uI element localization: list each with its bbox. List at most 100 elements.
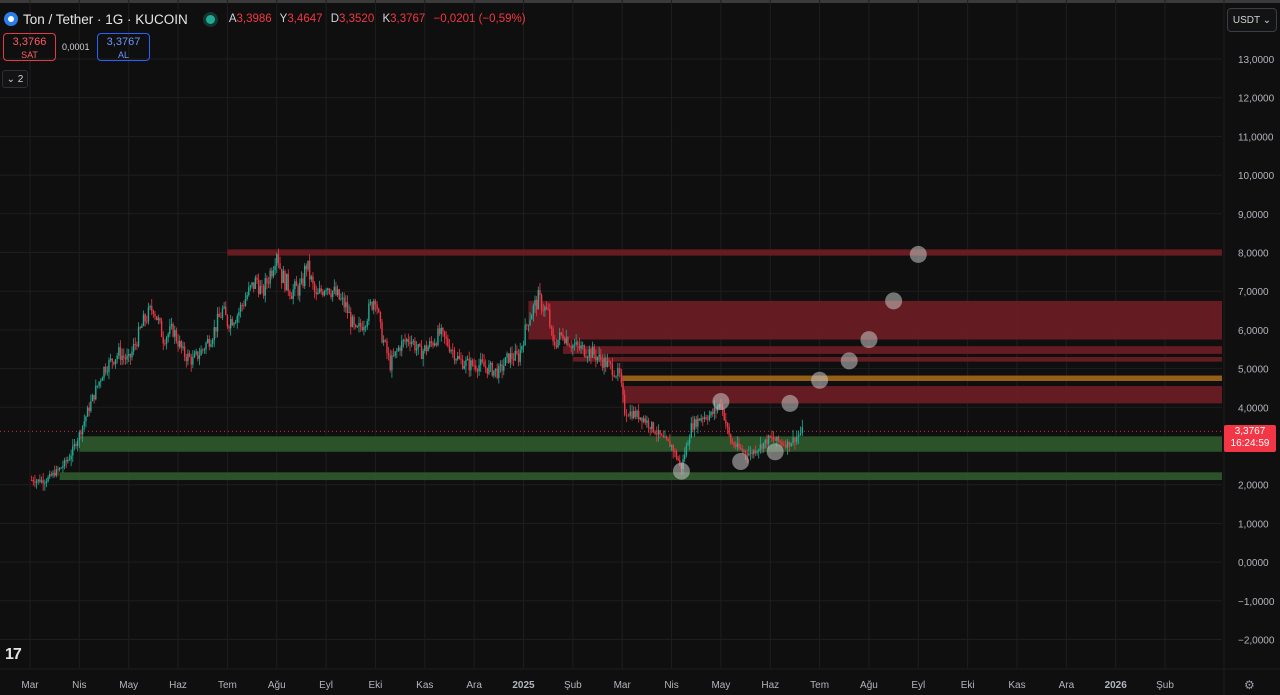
candle-body <box>731 442 734 444</box>
candle-body <box>139 327 141 329</box>
candle-body <box>488 364 490 374</box>
y-tick-label: 12,0000 <box>1238 94 1275 105</box>
candle-body <box>351 316 354 328</box>
projection-point <box>766 443 784 461</box>
candle-body <box>585 356 587 358</box>
candle-body <box>672 445 674 452</box>
candle-body <box>218 313 220 318</box>
candle-body <box>695 419 697 427</box>
top-border <box>0 0 1280 3</box>
candle-body <box>623 394 626 415</box>
candle-body <box>774 439 776 441</box>
candle-body <box>713 407 716 414</box>
candle-body <box>106 371 109 373</box>
x-tick-label: Eyl <box>319 680 333 691</box>
candle-body <box>567 337 569 346</box>
candle-body <box>152 310 155 315</box>
candle-body <box>460 358 462 360</box>
x-tick-label: Nis <box>664 680 678 691</box>
zone-resistance <box>528 300 1222 340</box>
candle-body <box>216 313 219 332</box>
candle-body <box>542 310 544 312</box>
candle-body <box>210 344 212 347</box>
candle-body <box>121 355 123 360</box>
candle-body <box>517 353 520 363</box>
candle-body <box>764 439 767 443</box>
currency-select[interactable]: USDT ⌄ <box>1227 8 1277 32</box>
gear-icon[interactable]: ⚙ <box>1244 678 1255 692</box>
candle-body <box>700 418 702 421</box>
candle-body <box>771 437 773 438</box>
candle-body <box>659 430 661 435</box>
candle-body <box>108 360 110 372</box>
candle-body <box>511 353 513 360</box>
candle-body <box>40 480 43 483</box>
candle-body <box>427 346 429 352</box>
x-tick-label: Tem <box>810 680 829 691</box>
candle-body <box>799 432 802 435</box>
candle-body <box>30 480 33 481</box>
projection-point <box>732 452 750 470</box>
candle-body <box>52 472 54 476</box>
candle-body <box>264 278 266 296</box>
candle-body <box>781 442 783 445</box>
candle-body <box>132 344 135 352</box>
sell-button[interactable]: 3,3766 SAT <box>3 33 56 61</box>
candle-body <box>565 337 567 344</box>
candle-body <box>636 410 638 417</box>
y-tick-label: 4,0000 <box>1238 403 1269 414</box>
candle-body <box>415 348 418 351</box>
candle-body <box>243 305 245 307</box>
candle-body <box>215 327 217 332</box>
candle-body <box>72 446 74 456</box>
candle-body <box>605 357 607 367</box>
candle-body <box>452 350 454 352</box>
candle-body <box>294 281 296 290</box>
candle-body <box>667 439 669 442</box>
candle-body <box>340 298 342 300</box>
candle-body <box>346 302 349 314</box>
candle-body <box>118 347 120 356</box>
ohlc-values: A3,3986 Y3,4647 D3,3520 K3,3767 −0,0201 … <box>228 13 526 25</box>
candle-body <box>555 345 558 348</box>
candle-body <box>424 345 426 351</box>
candle-body <box>629 411 631 417</box>
projection-point <box>781 394 799 412</box>
candle-body <box>180 340 183 348</box>
market-status-icon[interactable] <box>205 14 215 24</box>
candle-body <box>185 356 187 362</box>
candle-body <box>754 450 757 454</box>
candle-body <box>664 436 666 438</box>
candle-body <box>386 340 388 353</box>
candle-body <box>471 360 474 366</box>
candle-body <box>257 279 260 295</box>
candle-body <box>429 341 431 347</box>
candle-body <box>382 340 385 343</box>
candle-body <box>608 360 610 362</box>
candle-body <box>177 341 179 347</box>
x-tick-label: Mar <box>21 680 39 691</box>
candle-body <box>358 322 360 327</box>
tradingview-logo-icon[interactable]: 17 <box>5 646 22 663</box>
candle-body <box>174 330 176 337</box>
zone-orange <box>622 375 1222 381</box>
candle-body <box>402 339 405 341</box>
candle-body <box>463 366 465 369</box>
candle-body <box>272 270 275 277</box>
candle-body <box>322 291 324 296</box>
buy-button[interactable]: 3,3767 AL <box>97 33 150 61</box>
candle-body <box>644 418 646 423</box>
indicators-collapse-button[interactable]: ⌄ 2 <box>2 70 28 88</box>
candle-body <box>399 347 401 351</box>
candle-body <box>437 328 439 346</box>
candle-body <box>208 339 211 347</box>
symbol-title[interactable]: Ton / Tether · 1G · KUCOIN <box>23 11 188 27</box>
candle-body <box>558 332 561 340</box>
zone-resistance <box>227 249 1222 256</box>
candle-body <box>363 327 365 331</box>
candle-body <box>251 282 253 286</box>
candle-body <box>432 342 434 346</box>
candle-body <box>639 417 641 420</box>
candle-body <box>236 315 238 323</box>
